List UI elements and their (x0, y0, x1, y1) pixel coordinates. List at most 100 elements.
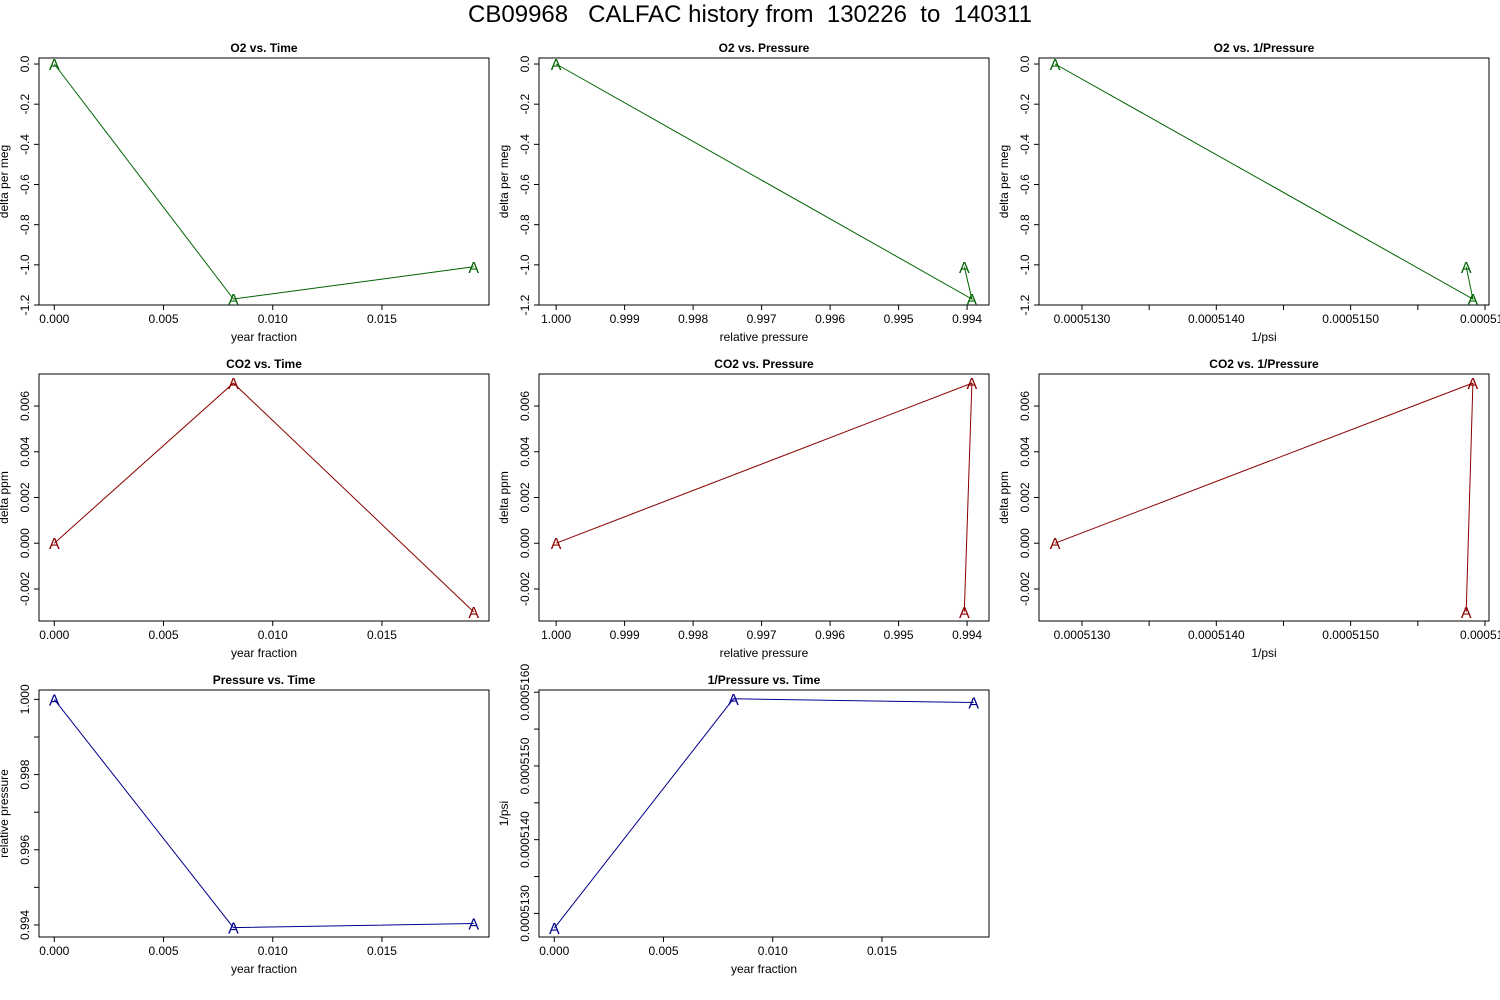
x-tick-label: 0.000516 (1460, 312, 1500, 326)
y-tick-label: 0.996 (18, 834, 32, 864)
x-tick-label: 0.0005130 (1054, 628, 1111, 642)
y-axis-label: delta per meg (0, 145, 11, 218)
data-point-marker: A (551, 57, 562, 74)
y-tick-label: 0.006 (1018, 391, 1032, 421)
x-axis-label: year fraction (231, 962, 297, 976)
x-tick-label: 0.005 (648, 944, 678, 958)
y-tick-label: 0.0 (18, 55, 32, 72)
y-axis-label: delta ppm (997, 471, 1011, 524)
x-tick-label: 0.000516 (1460, 628, 1500, 642)
y-axis-label: delta ppm (0, 471, 11, 524)
y-tick-label: -0.2 (1018, 94, 1032, 115)
y-tick-label: 0.0 (518, 55, 532, 72)
x-tick-label: 0.0005130 (1054, 312, 1111, 326)
x-axis-label: year fraction (731, 962, 797, 976)
series-line (53, 382, 475, 613)
y-tick-label: -1.2 (18, 294, 32, 315)
panel-o2-vs-inverse-pressure: O2 vs. 1/Pressure 1/psi delta per meg 0.000… (997, 41, 1500, 344)
y-tick-label: -0.002 (518, 572, 532, 606)
panel-title: O2 vs. Time (230, 41, 297, 55)
panel-title: CO2 vs. 1/Pressure (1209, 357, 1319, 371)
y-tick-label: -1.2 (1018, 294, 1032, 315)
panel-o2-vs-pressure: O2 vs. Pressure relative pressure delta pe… (497, 41, 990, 344)
x-tick-label: 0.995 (884, 312, 914, 326)
panel-co2-vs-inverse-pressure: CO2 vs. 1/Pressure 1/psi delta ppm 0.000513… (997, 357, 1500, 660)
y-tick-label: -0.2 (18, 94, 32, 115)
series-line (1054, 382, 1474, 612)
x-tick-label: 0.999 (610, 312, 640, 326)
y-axis-label: relative pressure (0, 769, 11, 858)
x-tick-label: 0.996 (815, 312, 845, 326)
x-axis-label: 1/psi (1251, 646, 1276, 660)
y-tick-label: 0.002 (18, 482, 32, 512)
series-line (53, 699, 474, 929)
plot-frame (38, 57, 490, 306)
plot-frame (538, 373, 990, 622)
y-tick-label: 0.0005160 (518, 664, 532, 721)
x-tick-label: 0.0005140 (1188, 628, 1245, 642)
y-tick-label: 0.006 (518, 391, 532, 421)
y-tick-label: -0.2 (518, 94, 532, 115)
x-tick-label: 0.010 (258, 628, 288, 642)
y-tick-label: 0.004 (1018, 436, 1032, 466)
panel-title: O2 vs. Pressure (719, 41, 810, 55)
y-tick-label: 0.000 (1018, 528, 1032, 558)
panel-o2-vs-time: O2 vs. Time year fraction delta per meg 0.0… (0, 41, 490, 344)
y-tick-label: 0.0005140 (518, 811, 532, 868)
data-point-marker: A (228, 376, 239, 393)
y-tick-label: 0.000 (18, 528, 32, 558)
plot-frame (538, 689, 990, 938)
x-tick-label: 1.000 (541, 628, 571, 642)
data-point-marker: A (228, 292, 239, 309)
y-tick-label: 0.0005150 (518, 737, 532, 794)
y-tick-label: 0.002 (1018, 482, 1032, 512)
data-point-marker: A (468, 605, 479, 622)
x-tick-label: 0.996 (815, 628, 845, 642)
x-axis-label: relative pressure (720, 330, 809, 344)
data-point-marker: A (967, 292, 978, 309)
x-axis-label: 1/psi (1251, 330, 1276, 344)
x-tick-label: 0.000 (539, 944, 569, 958)
figure-title: CB09968 CALFAC history from 130226 to 14… (468, 1, 1032, 28)
x-tick-label: 0.0005150 (1322, 312, 1379, 326)
data-point-marker: A (1050, 536, 1061, 553)
x-axis-label: relative pressure (720, 646, 809, 660)
y-tick-label: -1.0 (518, 254, 532, 275)
y-tick-label: -0.002 (1018, 572, 1032, 606)
y-tick-label: 0.994 (18, 910, 32, 940)
x-tick-label: 0.015 (867, 944, 897, 958)
series-line (555, 63, 973, 300)
data-point-marker: A (468, 260, 479, 277)
x-tick-label: 0.999 (610, 628, 640, 642)
x-tick-label: 0.015 (367, 944, 397, 958)
data-point-marker: A (967, 376, 978, 393)
data-point-marker: A (1461, 260, 1472, 277)
y-axis-label: delta ppm (497, 471, 511, 524)
y-axis-label: delta per meg (997, 145, 1011, 218)
x-tick-label: 0.995 (884, 628, 914, 642)
y-axis-label: 1/psi (497, 801, 511, 826)
y-tick-label: 0.004 (518, 436, 532, 466)
panel-title: CO2 vs. Pressure (714, 357, 814, 371)
panel-title: O2 vs. 1/Pressure (1214, 41, 1315, 55)
x-tick-label: 0.005 (148, 628, 178, 642)
y-tick-label: -0.8 (1018, 214, 1032, 235)
panel-inverse-pressure-vs-time: 1/Pressure vs. Time year fraction 1/psi 0.0… (497, 664, 990, 976)
data-point-marker: A (49, 692, 60, 709)
series-line (553, 698, 974, 929)
panel-pressure-vs-time: Pressure vs. Time year fraction relative p… (0, 673, 490, 976)
y-tick-label: -0.8 (18, 214, 32, 235)
data-point-marker: A (551, 536, 562, 553)
plot-frame (538, 57, 990, 306)
data-point-marker: A (1468, 376, 1479, 393)
x-tick-label: 0.005 (148, 312, 178, 326)
data-point-marker: A (968, 696, 979, 713)
data-point-marker: A (959, 260, 970, 277)
x-tick-label: 0.994 (952, 628, 982, 642)
data-point-marker: A (468, 916, 479, 933)
series-line (555, 382, 973, 612)
data-point-marker: A (49, 536, 60, 553)
x-axis-label: year fraction (231, 330, 297, 344)
x-tick-label: 0.015 (367, 628, 397, 642)
